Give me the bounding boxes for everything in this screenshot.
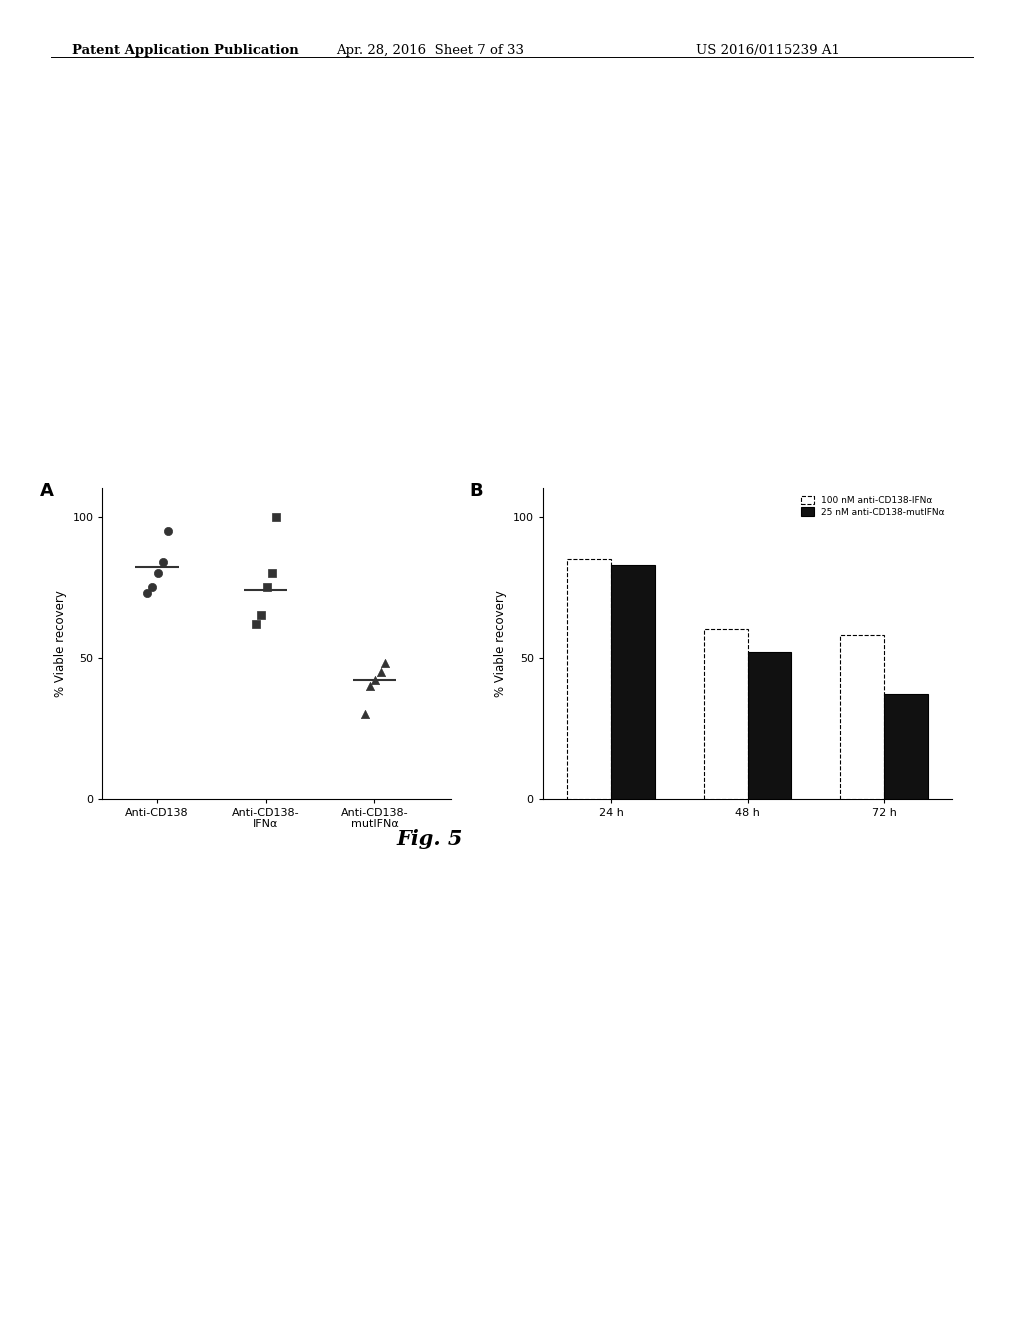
Text: A: A: [40, 482, 53, 500]
Point: [377, 652, 393, 673]
Bar: [611, 565, 654, 799]
Bar: [884, 694, 928, 799]
Point: [361, 676, 378, 697]
Bar: [703, 630, 748, 799]
Point: [139, 582, 156, 603]
Text: Fig. 5: Fig. 5: [397, 829, 463, 849]
Point: [373, 661, 389, 682]
Legend: 100 nM anti-CD138-IFNα, 25 nM anti-CD138-mutIFNα: 100 nM anti-CD138-IFNα, 25 nM anti-CD138…: [798, 492, 948, 519]
Text: Apr. 28, 2016  Sheet 7 of 33: Apr. 28, 2016 Sheet 7 of 33: [336, 44, 524, 57]
Point: [368, 669, 384, 690]
Point: [264, 562, 281, 583]
Point: [156, 552, 172, 573]
Point: [248, 614, 264, 635]
Text: B: B: [469, 482, 482, 500]
Y-axis label: % Viable recovery: % Viable recovery: [54, 590, 67, 697]
Text: US 2016/0115239 A1: US 2016/0115239 A1: [695, 44, 840, 57]
Point: [150, 562, 166, 583]
Text: Patent Application Publication: Patent Application Publication: [72, 44, 298, 57]
Y-axis label: % Viable recovery: % Viable recovery: [495, 590, 507, 697]
Bar: [748, 652, 792, 799]
Point: [160, 520, 176, 541]
Point: [258, 577, 274, 598]
Bar: [567, 558, 611, 799]
Point: [268, 506, 285, 527]
Point: [356, 704, 373, 725]
Point: [253, 605, 269, 626]
Point: [144, 577, 161, 598]
Bar: [841, 635, 884, 799]
